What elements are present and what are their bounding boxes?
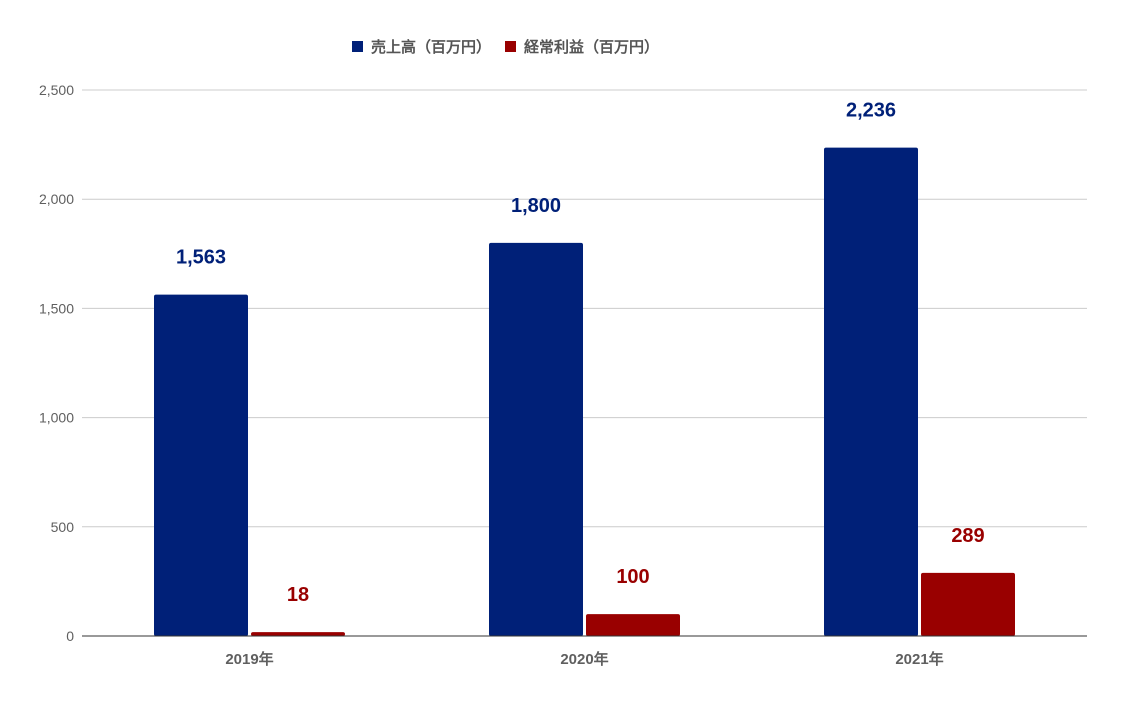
data-label-sales: 1,800	[511, 195, 561, 217]
y-tick-label: 1,500	[39, 300, 74, 316]
legend-item-profit: 経常利益（百万円）	[505, 36, 659, 57]
x-tick-label: 2019年	[225, 650, 273, 668]
y-tick-label: 1,000	[39, 410, 74, 426]
bar-sales	[824, 147, 918, 636]
legend: 売上高（百万円） 経常利益（百万円）	[352, 36, 659, 57]
data-label-sales: 1,563	[176, 247, 226, 269]
label-layer: 1,563 18 1,800 100 2,236 289	[176, 100, 985, 606]
bar-profit	[251, 632, 345, 636]
legend-label-profit: 経常利益（百万円）	[524, 39, 660, 56]
x-tick-label: 2021年	[895, 650, 943, 668]
legend-swatch-sales	[352, 41, 363, 52]
axis-layer: 0 500 1,000 1,500 2,000 2,500 2019年 2020年 2021年	[39, 82, 1087, 668]
y-tick-label: 2,500	[39, 82, 74, 98]
data-label-profit: 100	[616, 566, 649, 588]
bar-profit	[921, 572, 1015, 636]
data-label-profit: 289	[951, 525, 984, 547]
bar-sales	[154, 294, 248, 636]
x-tick-label: 2020年	[560, 650, 608, 668]
legend-label-sales: 売上高（百万円）	[371, 39, 492, 56]
bar-profit	[586, 614, 680, 636]
data-label-sales: 2,236	[846, 100, 896, 122]
legend-swatch-profit	[505, 41, 517, 52]
legend-item-sales: 売上高（百万円）	[352, 36, 491, 57]
y-tick-label: 2,000	[39, 191, 74, 207]
bar-layer	[154, 147, 1015, 636]
y-tick-label: 500	[51, 519, 75, 535]
grid-layer	[82, 89, 1087, 528]
data-label-profit: 18	[287, 584, 309, 606]
y-tick-label: 0	[66, 628, 74, 644]
bar-sales	[489, 242, 583, 636]
